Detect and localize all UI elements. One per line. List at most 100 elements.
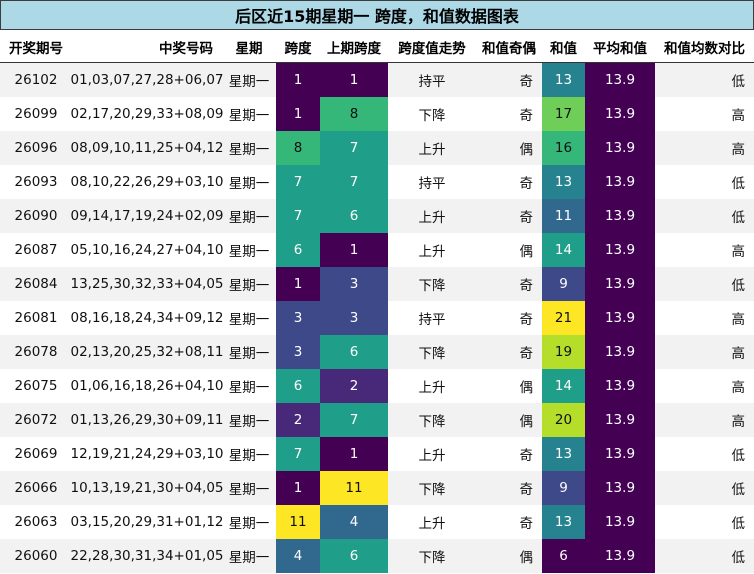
table-row: 26066 10,13,19,21,30+04,05 星期一 1 11 下降 奇 9 13.9 低 xyxy=(0,471,754,505)
numbers-cell: 02,13,20,25,32+08,11 xyxy=(70,344,224,360)
table-row: 26099 02,17,20,29,33+08,09 星期一 1 8 下降 奇 17 13.9 高 xyxy=(0,97,754,131)
span-cell: 3 xyxy=(276,301,320,335)
weekday-cell: 星期一 xyxy=(228,176,270,192)
parity-cell: 奇 xyxy=(519,210,534,226)
span-cell: 1 xyxy=(276,471,320,505)
trend-cell: 上升 xyxy=(418,448,446,464)
table-row: 26063 03,15,20,29,31+01,12 星期一 11 4 上升 奇 13 13.9… xyxy=(0,505,754,539)
table-row: 26102 01,03,07,27,28+06,07 星期一 1 1 持平 奇 13 13.9 低 xyxy=(0,63,754,97)
header-sum-compare: 和值均数对比 xyxy=(664,40,745,57)
parity-cell: 奇 xyxy=(519,516,534,532)
compare-cell: 高 xyxy=(731,108,746,124)
header-prev-span: 上期跨度 xyxy=(327,40,381,57)
prev-span-cell: 11 xyxy=(320,471,388,505)
span-cell: 8 xyxy=(276,131,320,165)
span-cell: 4 xyxy=(276,539,320,573)
issue-cell: 26063 xyxy=(14,514,58,530)
header-weekday: 星期 xyxy=(235,40,263,57)
span-cell: 2 xyxy=(276,403,320,437)
avg-sum-cell: 13.9 xyxy=(585,301,655,335)
numbers-cell: 03,15,20,29,31+01,12 xyxy=(70,514,224,530)
weekday-cell: 星期一 xyxy=(228,414,270,430)
issue-cell: 26099 xyxy=(14,106,58,122)
numbers-cell: 01,13,26,29,30+09,11 xyxy=(70,412,224,428)
numbers-cell: 01,03,07,27,28+06,07 xyxy=(70,72,224,88)
numbers-cell: 09,14,17,19,24+02,09 xyxy=(70,208,224,224)
compare-cell: 低 xyxy=(731,278,746,294)
span-cell: 6 xyxy=(276,233,320,267)
weekday-cell: 星期一 xyxy=(228,516,270,532)
weekday-cell: 星期一 xyxy=(228,482,270,498)
compare-cell: 高 xyxy=(731,414,746,430)
weekday-cell: 星期一 xyxy=(228,346,270,362)
trend-cell: 下降 xyxy=(418,346,446,362)
trend-cell: 下降 xyxy=(418,414,446,430)
span-cell: 1 xyxy=(276,267,320,301)
sum-cell: 13 xyxy=(542,437,585,471)
numbers-cell: 08,09,10,11,25+04,12 xyxy=(70,140,224,156)
sum-cell: 11 xyxy=(542,199,585,233)
prev-span-cell: 4 xyxy=(320,505,388,539)
prev-span-cell: 1 xyxy=(320,233,388,267)
prev-span-cell: 6 xyxy=(320,335,388,369)
sum-cell: 13 xyxy=(542,63,585,97)
table-row: 26069 12,19,21,24,29+03,10 星期一 7 1 上升 奇 13 13.9 低 xyxy=(0,437,754,471)
sum-cell: 13 xyxy=(542,505,585,539)
table-row: 26081 08,16,18,24,34+09,12 星期一 3 3 持平 奇 21 13.9 高 xyxy=(0,301,754,335)
compare-cell: 低 xyxy=(731,516,746,532)
sum-cell: 13 xyxy=(542,165,585,199)
span-cell: 7 xyxy=(276,199,320,233)
header-numbers: 中奖号码 xyxy=(159,40,213,57)
compare-cell: 低 xyxy=(731,74,746,90)
table-header: 开奖期号 中奖号码 星期 跨度 上期跨度 跨度值走势 和值奇偶 和值 平均和值 … xyxy=(0,30,754,63)
avg-sum-cell: 13.9 xyxy=(585,199,655,233)
weekday-cell: 星期一 xyxy=(228,550,270,566)
prev-span-cell: 8 xyxy=(320,97,388,131)
weekday-cell: 星期一 xyxy=(228,142,270,158)
parity-cell: 偶 xyxy=(519,550,534,566)
parity-cell: 偶 xyxy=(519,414,534,430)
trend-cell: 下降 xyxy=(418,550,446,566)
chart-title: 后区近15期星期一 跨度，和值数据图表 xyxy=(0,0,754,30)
issue-cell: 26102 xyxy=(14,72,58,88)
avg-sum-cell: 13.9 xyxy=(585,403,655,437)
trend-cell: 下降 xyxy=(418,108,446,124)
sum-cell: 9 xyxy=(542,267,585,301)
trend-cell: 上升 xyxy=(418,380,446,396)
span-cell: 3 xyxy=(276,335,320,369)
sum-cell: 6 xyxy=(542,539,585,573)
issue-cell: 26072 xyxy=(14,412,58,428)
header-span: 跨度 xyxy=(284,40,312,57)
trend-cell: 持平 xyxy=(418,312,446,328)
trend-cell: 上升 xyxy=(418,142,446,158)
parity-cell: 奇 xyxy=(519,74,534,90)
prev-span-cell: 2 xyxy=(320,369,388,403)
table-row: 26060 22,28,30,31,34+01,05 星期一 4 6 下降偶 6 13.9 低 xyxy=(0,539,754,573)
header-sum-parity: 和值奇偶 xyxy=(482,40,536,57)
prev-span-cell: 6 xyxy=(320,539,388,573)
compare-cell: 高 xyxy=(731,312,746,328)
avg-sum-cell: 13.9 xyxy=(585,267,655,301)
sum-cell: 14 xyxy=(542,233,585,267)
avg-sum-cell: 13.9 xyxy=(585,471,655,505)
table-row: 26090 09,14,17,19,24+02,09 星期一 7 6 上升 奇 11 13.9 低 xyxy=(0,199,754,233)
span-cell: 7 xyxy=(276,165,320,199)
sum-cell: 20 xyxy=(542,403,585,437)
numbers-cell: 13,25,30,32,33+04,05 xyxy=(70,276,224,292)
issue-cell: 26075 xyxy=(14,378,58,394)
avg-sum-cell: 13.9 xyxy=(585,335,655,369)
table-row: 26072 01,13,26,29,30+09,11 星期一 2 7 下降 偶 20 13.9 高 xyxy=(0,403,754,437)
span-cell: 1 xyxy=(276,63,320,97)
span-cell: 6 xyxy=(276,369,320,403)
parity-cell: 偶 xyxy=(519,244,534,260)
prev-span-cell: 6 xyxy=(320,199,388,233)
parity-cell: 奇 xyxy=(519,448,534,464)
span-cell: 1 xyxy=(276,97,320,131)
header-issue: 开奖期号 xyxy=(9,40,63,57)
avg-sum-cell: 13.9 xyxy=(585,165,655,199)
issue-cell: 26096 xyxy=(14,140,58,156)
weekday-cell: 星期一 xyxy=(228,312,270,328)
issue-cell: 26078 xyxy=(14,344,58,360)
parity-cell: 奇 xyxy=(519,482,534,498)
